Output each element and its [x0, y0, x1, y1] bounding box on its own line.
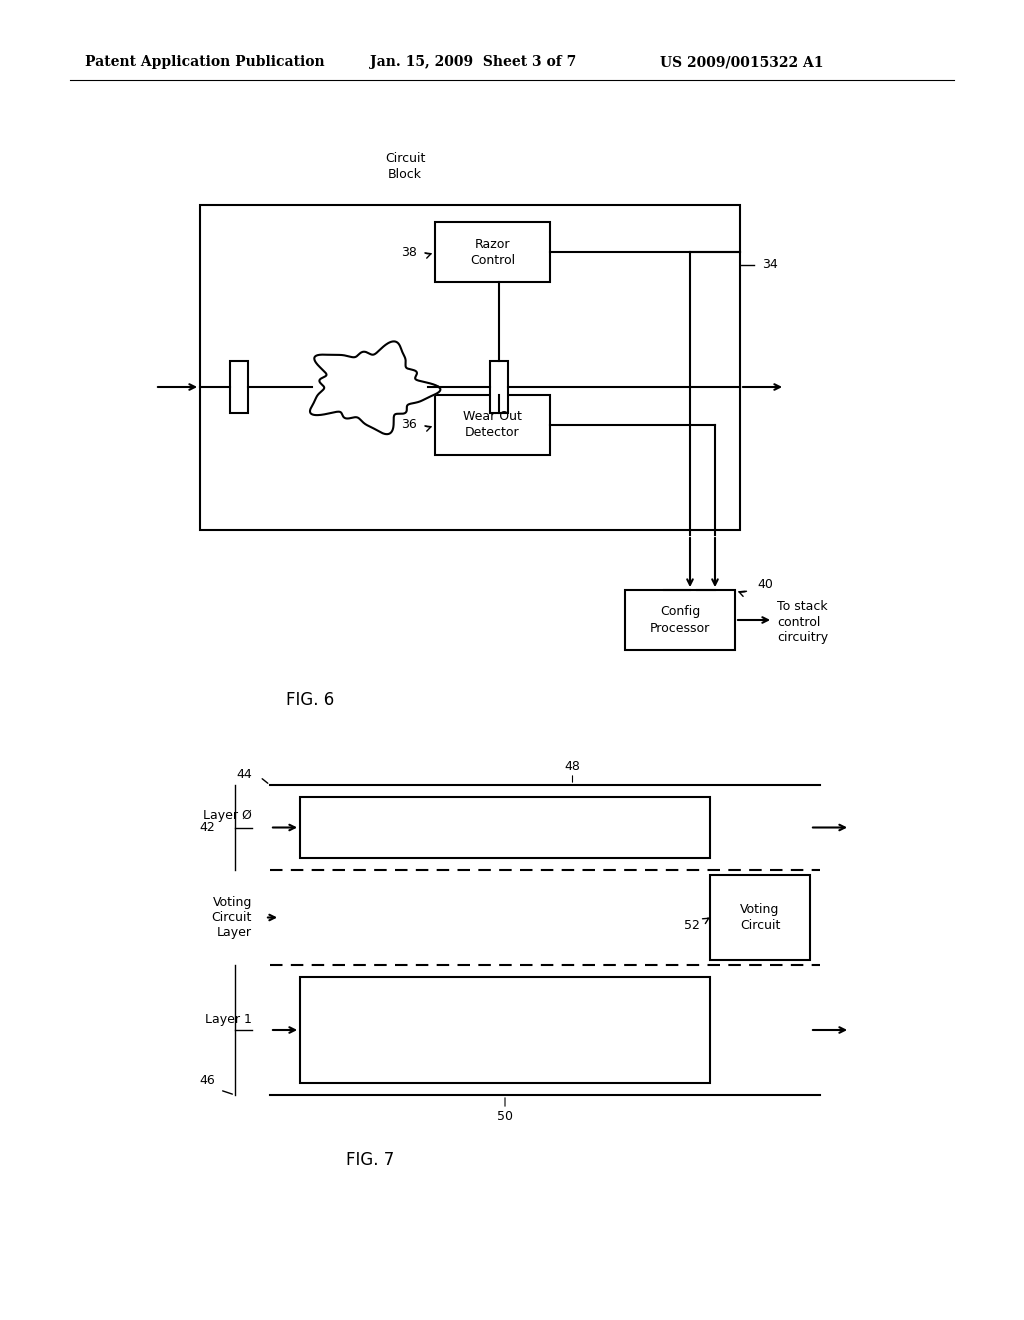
Bar: [625, 590, 735, 649]
Text: Patent Application Publication: Patent Application Publication: [85, 55, 325, 69]
Text: To stack
control
circuitry: To stack control circuitry: [777, 599, 828, 644]
Text: FIG. 7: FIG. 7: [346, 1151, 394, 1170]
Text: Layer 1: Layer 1: [205, 1014, 252, 1027]
Bar: [300, 797, 710, 858]
Text: 36: 36: [401, 418, 417, 432]
Text: US 2009/0015322 A1: US 2009/0015322 A1: [660, 55, 823, 69]
Text: Razor
Control: Razor Control: [470, 238, 515, 267]
Bar: [200, 205, 740, 531]
Text: Wear Out
Detector: Wear Out Detector: [463, 411, 522, 440]
Bar: [435, 395, 550, 455]
Text: Voting
Circuit: Voting Circuit: [739, 903, 780, 932]
Text: Layer Ø: Layer Ø: [203, 809, 252, 822]
Text: 48: 48: [564, 760, 581, 774]
Text: FIG. 6: FIG. 6: [286, 690, 334, 709]
Text: 46: 46: [200, 1073, 215, 1086]
Bar: [710, 875, 810, 960]
Bar: [490, 360, 508, 413]
Text: Config
Processor: Config Processor: [650, 606, 710, 635]
Text: 38: 38: [401, 246, 417, 259]
Text: 40: 40: [757, 578, 773, 591]
Text: 42: 42: [200, 821, 215, 834]
Bar: [300, 977, 710, 1082]
Polygon shape: [310, 342, 440, 434]
Text: 34: 34: [762, 259, 778, 272]
Text: 50: 50: [497, 1110, 513, 1123]
Text: 44: 44: [237, 768, 252, 781]
Bar: [435, 222, 550, 282]
Text: Circuit
Block: Circuit Block: [385, 153, 425, 181]
Text: 52: 52: [684, 919, 700, 932]
Bar: [230, 360, 248, 413]
Text: Jan. 15, 2009  Sheet 3 of 7: Jan. 15, 2009 Sheet 3 of 7: [370, 55, 577, 69]
Text: Voting
Circuit
Layer: Voting Circuit Layer: [212, 896, 252, 939]
